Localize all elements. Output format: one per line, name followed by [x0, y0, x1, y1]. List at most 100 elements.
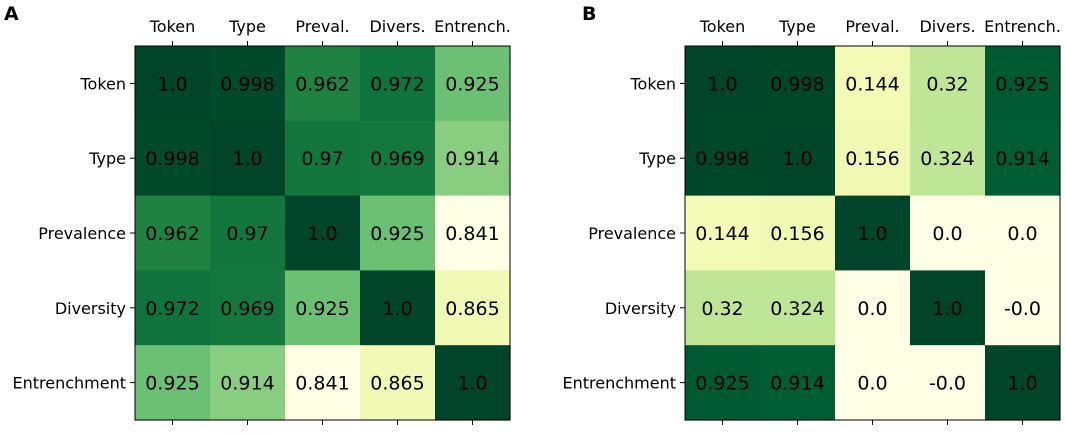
heatmap-cell — [435, 46, 511, 122]
x-tick-label: Type — [778, 17, 816, 36]
cell-value-label: 0.969 — [220, 298, 274, 320]
heatmap-cell — [210, 195, 286, 271]
heatmap-cell — [210, 270, 286, 346]
heatmap-cell — [835, 195, 911, 271]
x-tick-label: Divers. — [369, 17, 425, 36]
cell-value-label: 0.865 — [445, 298, 499, 320]
cell-value-label: 0.865 — [370, 373, 424, 395]
heatmap-cell — [135, 270, 211, 346]
heatmap-cell — [285, 120, 361, 197]
cell-value-label: 0.914 — [445, 148, 499, 170]
cell-value-label: 0.97 — [301, 148, 343, 170]
x-tick-label: Token — [149, 17, 196, 36]
cell-value-label: 0.324 — [770, 298, 824, 320]
cell-value-label: 0.156 — [770, 223, 824, 245]
heatmap-cell — [210, 46, 286, 122]
cell-value-label: 0.144 — [845, 73, 899, 95]
cell-value-label: 1.0 — [1007, 373, 1037, 395]
y-tick-label: Diversity — [55, 299, 126, 318]
cell-value-label: 1.0 — [932, 298, 962, 320]
cell-value-label: 1.0 — [382, 298, 412, 320]
cell-value-label: 0.962 — [295, 73, 349, 95]
heatmap-cell — [285, 270, 361, 346]
heatmap-cell — [360, 345, 436, 421]
x-tick-label: Entrench. — [434, 17, 511, 36]
heatmap-cell — [910, 195, 986, 271]
cell-value-label: 0.914 — [220, 373, 274, 395]
cell-value-label: 1.0 — [307, 223, 337, 245]
cell-value-label: 0.998 — [770, 73, 824, 95]
cell-value-label: 0.0 — [932, 223, 962, 245]
cell-value-label: 1.0 — [707, 73, 737, 95]
cell-value-label: 0.998 — [220, 73, 274, 95]
heatmap-cell — [985, 120, 1061, 197]
y-tick-label: Entrenchment — [562, 374, 676, 393]
cell-value-label: 0.962 — [145, 223, 199, 245]
cell-value-label: 0.32 — [926, 73, 968, 95]
heatmap-cell — [760, 46, 836, 122]
heatmap-cell — [135, 345, 211, 421]
cell-value-label: 0.998 — [145, 148, 199, 170]
heatmap-cell — [435, 195, 511, 271]
cell-value-label: 0.97 — [226, 223, 268, 245]
cell-value-label: 0.841 — [445, 223, 499, 245]
heatmap-cell — [685, 345, 761, 421]
y-tick-label: Diversity — [605, 299, 676, 318]
x-tick-label: Preval. — [295, 17, 349, 36]
cell-value-label: 0.925 — [145, 373, 199, 395]
cell-value-label: 0.925 — [295, 298, 349, 320]
heatmap-cell — [835, 46, 911, 122]
x-tick-label: Preval. — [845, 17, 899, 36]
x-tick-label: Type — [228, 17, 266, 36]
y-tick-label: Type — [638, 149, 676, 168]
cell-value-label: 1.0 — [857, 223, 887, 245]
cell-value-label: 0.925 — [445, 73, 499, 95]
heatmap-cell — [685, 195, 761, 271]
y-tick-label: Entrenchment — [12, 374, 126, 393]
y-tick-label: Token — [629, 74, 676, 93]
cell-value-label: 0.914 — [770, 373, 824, 395]
heatmap-cell — [835, 270, 911, 346]
heatmap-cell — [685, 270, 761, 346]
y-tick-label: Type — [88, 149, 126, 168]
heatmap-cell — [360, 120, 436, 197]
heatmap-cell — [135, 46, 211, 122]
heatmap-cell — [985, 345, 1061, 421]
heatmap-cell — [210, 120, 286, 197]
heatmap-cell — [985, 195, 1061, 271]
heatmap-cell — [985, 46, 1061, 122]
heatmap-cell — [435, 345, 511, 421]
cell-value-label: 0.998 — [695, 148, 749, 170]
cell-value-label: 0.925 — [695, 373, 749, 395]
cell-value-label: 1.0 — [782, 148, 812, 170]
heatmap-cell — [285, 46, 361, 122]
y-tick-label: Token — [79, 74, 126, 93]
heatmap-cell — [910, 270, 986, 346]
heatmap-cell — [435, 270, 511, 346]
cell-value-label: 0.0 — [857, 373, 887, 395]
y-tick-label: Prevalence — [38, 224, 126, 243]
cell-value-label: -0.0 — [1004, 298, 1041, 320]
heatmap-cell — [360, 46, 436, 122]
heatmap-cell — [360, 195, 436, 271]
heatmap-cell — [835, 120, 911, 197]
heatmap-cell — [760, 195, 836, 271]
y-tick-label: Prevalence — [588, 224, 676, 243]
heatmap-cell — [285, 345, 361, 421]
cell-value-label: 0.914 — [995, 148, 1049, 170]
cell-value-label: 0.972 — [370, 73, 424, 95]
cell-value-label: 1.0 — [157, 73, 187, 95]
heatmap-cell — [685, 46, 761, 122]
cell-value-label: -0.0 — [929, 373, 966, 395]
cell-value-label: 0.32 — [701, 298, 743, 320]
cell-value-label: 0.0 — [857, 298, 887, 320]
heatmap-cell — [285, 195, 361, 271]
cell-value-label: 0.925 — [370, 223, 424, 245]
cell-value-label: 1.0 — [232, 148, 262, 170]
heatmap-cell — [910, 120, 986, 197]
heatmap-cell — [435, 120, 511, 197]
cell-value-label: 0.0 — [1007, 223, 1037, 245]
cell-value-label: 1.0 — [457, 373, 487, 395]
cell-value-label: 0.144 — [695, 223, 749, 245]
